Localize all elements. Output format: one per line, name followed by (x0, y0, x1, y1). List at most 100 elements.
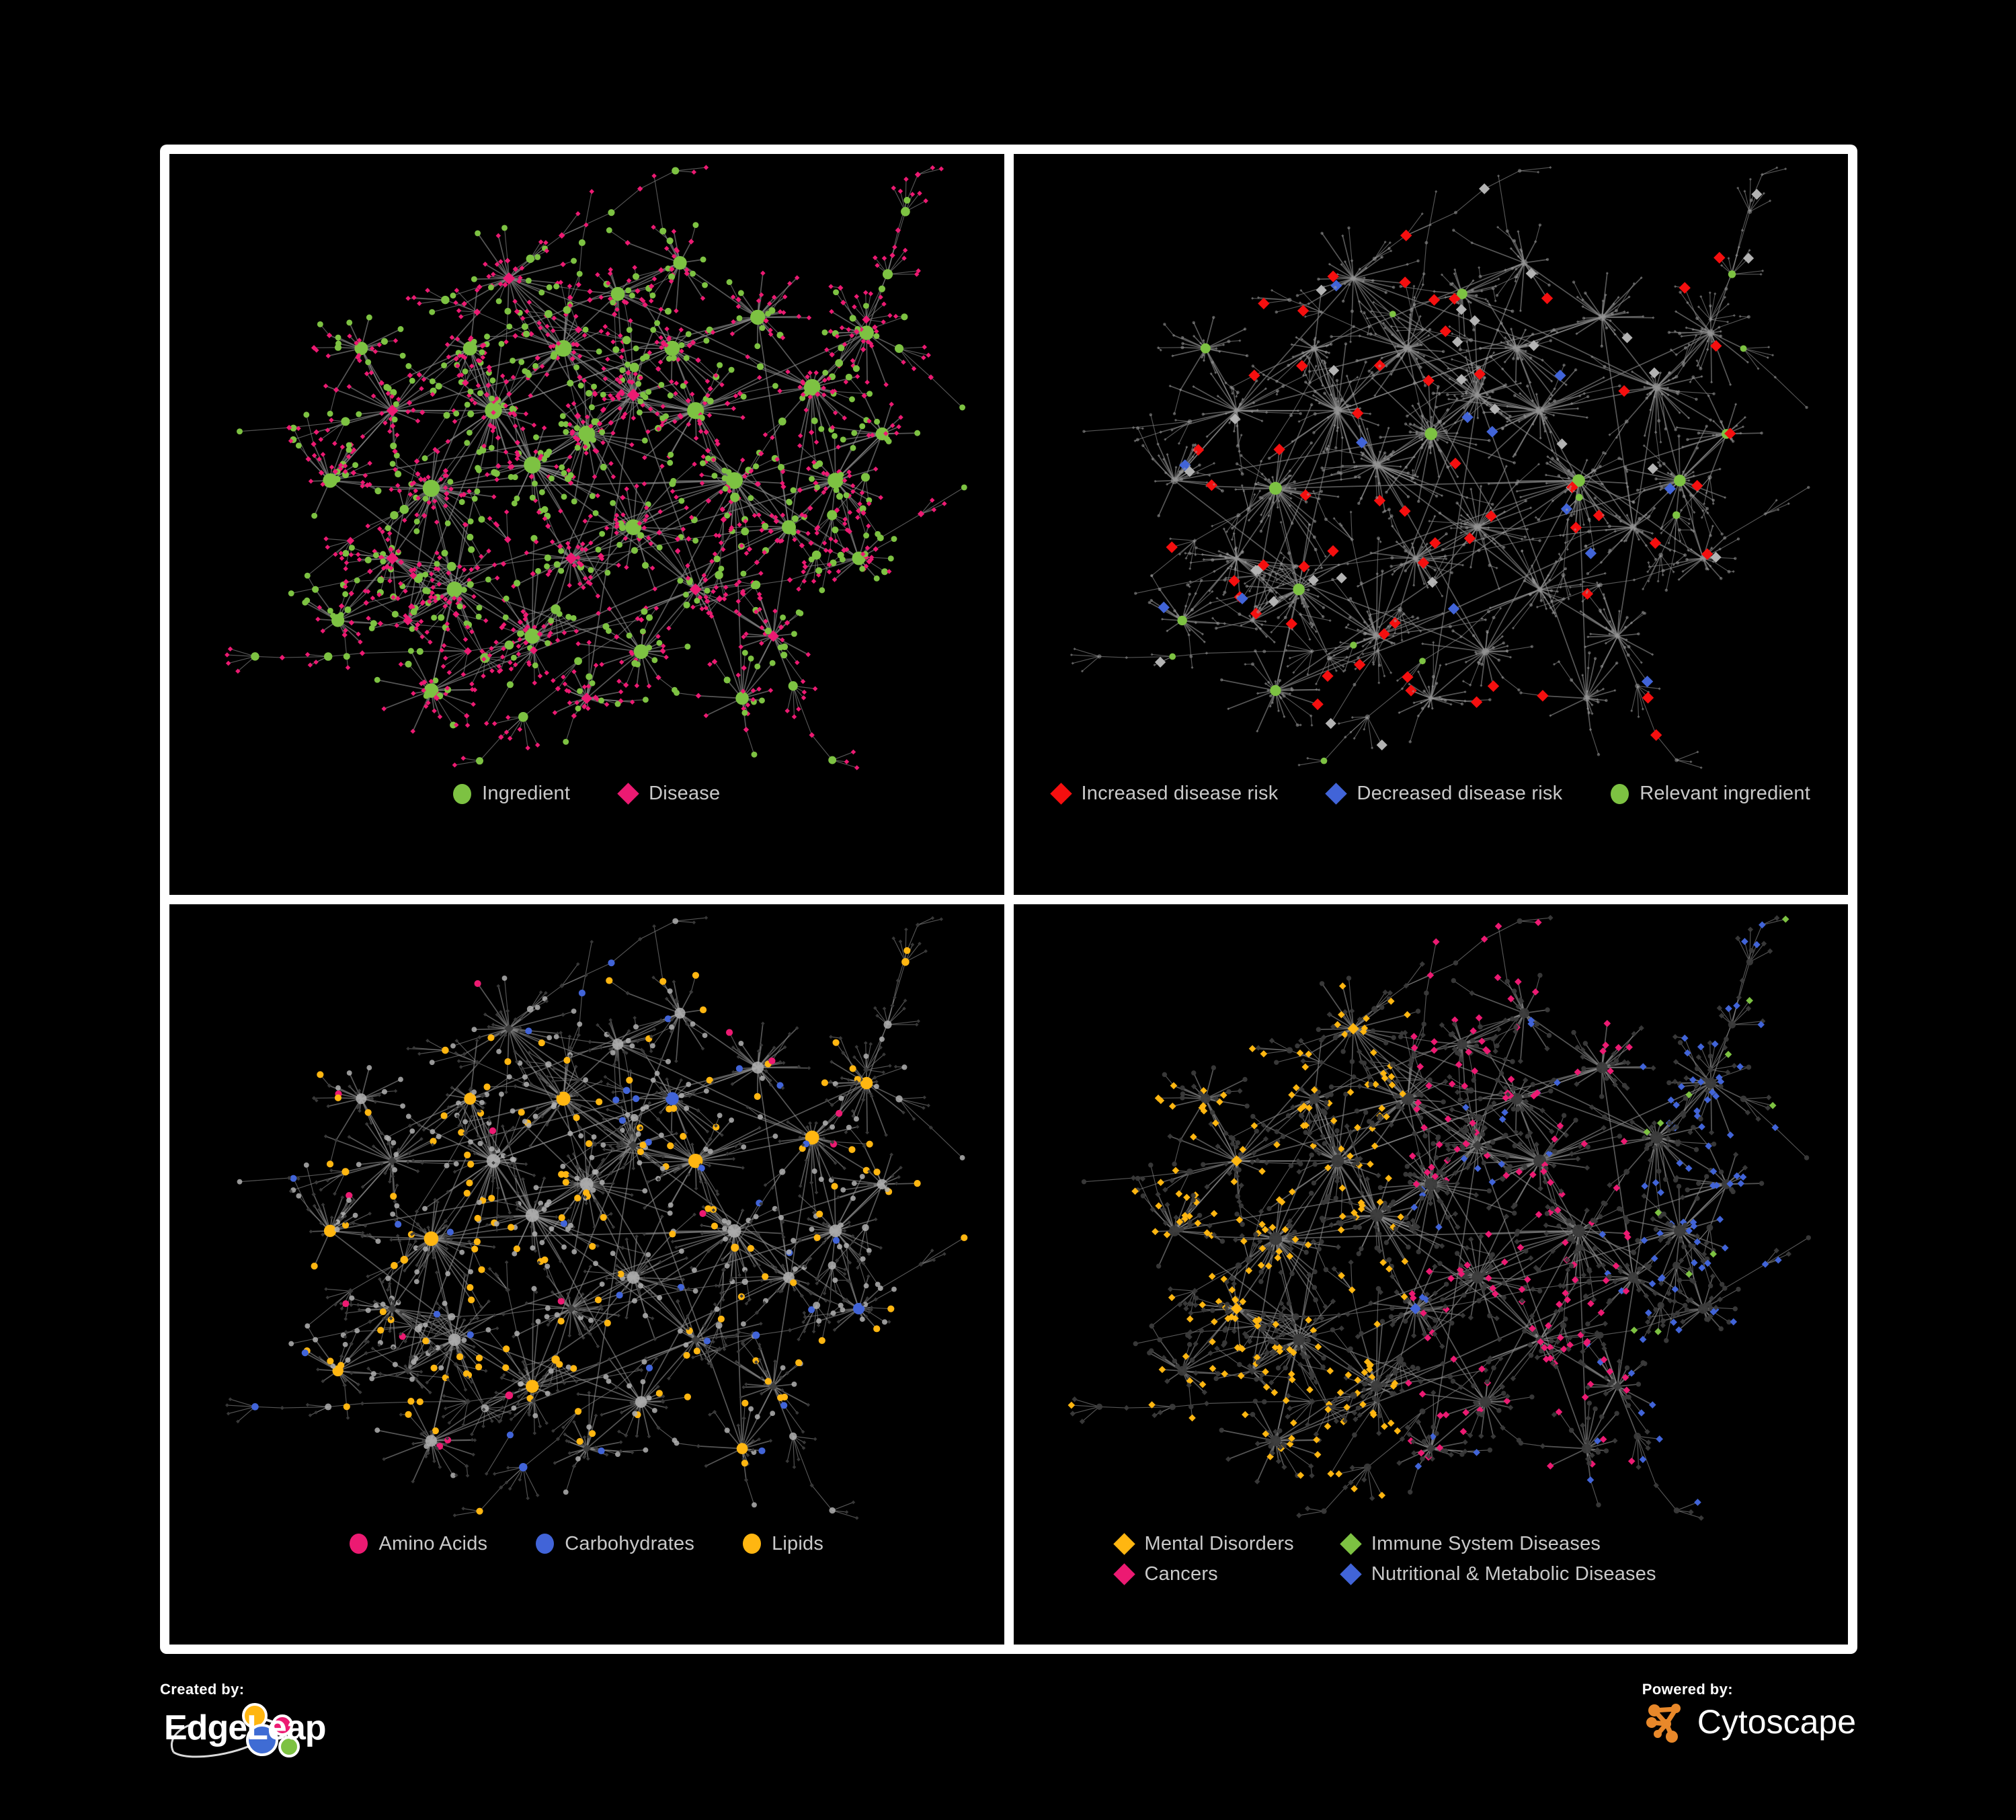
disease-node[interactable] (424, 1454, 428, 1458)
disease-node[interactable] (1691, 529, 1694, 532)
disease-node[interactable] (855, 1124, 860, 1129)
ingredient-node[interactable] (1135, 426, 1139, 430)
disease-node[interactable] (850, 1109, 855, 1113)
ingredient-node[interactable] (1185, 583, 1189, 587)
ingredient-node[interactable] (1476, 364, 1481, 370)
disease-node[interactable] (573, 1185, 578, 1190)
ingredient-node[interactable] (633, 644, 649, 660)
ingredient-node[interactable] (1256, 610, 1260, 614)
ingredient-node[interactable] (645, 389, 652, 395)
disease-node[interactable] (1201, 553, 1204, 556)
disease-node[interactable] (1720, 264, 1723, 267)
ingredient-node[interactable] (538, 289, 545, 296)
disease-node[interactable] (1279, 551, 1283, 555)
ingredient-node[interactable] (859, 1316, 865, 1322)
disease-node[interactable] (617, 379, 623, 385)
ingredient-node[interactable] (453, 410, 460, 417)
ingredient-node[interactable] (1420, 446, 1423, 450)
ingredient-node[interactable] (586, 1423, 592, 1430)
ingredient-node[interactable] (1707, 475, 1712, 480)
disease-node[interactable] (1550, 448, 1554, 452)
disease-node[interactable] (624, 1236, 629, 1241)
ingredient-node[interactable] (405, 660, 412, 668)
disease-node[interactable] (473, 308, 481, 316)
ingredient-node[interactable] (859, 1173, 865, 1179)
disease-node[interactable] (1506, 343, 1509, 346)
disease-node[interactable] (325, 353, 331, 359)
ingredient-node[interactable] (530, 1244, 536, 1251)
disease-node[interactable] (620, 494, 626, 501)
ingredient-node[interactable] (619, 367, 626, 373)
ingredient-node[interactable] (780, 643, 789, 651)
disease-node[interactable] (704, 1345, 709, 1349)
disease-node[interactable] (1485, 403, 1488, 407)
disease-node[interactable] (567, 1333, 572, 1337)
ingredient-node[interactable] (518, 711, 528, 722)
disease-node[interactable] (394, 432, 400, 438)
ingredient-node[interactable] (1322, 606, 1325, 610)
disease-node[interactable] (655, 674, 661, 680)
disease-node[interactable] (1706, 567, 1709, 571)
ingredient-node[interactable] (1677, 331, 1681, 335)
disease-node[interactable] (741, 1439, 745, 1443)
disease-node[interactable] (792, 1464, 797, 1469)
ingredient-node[interactable] (700, 256, 707, 263)
disease-node[interactable] (1226, 567, 1229, 570)
disease-node[interactable] (529, 1082, 534, 1086)
disease-node[interactable] (323, 536, 329, 542)
disease-node[interactable] (1604, 641, 1607, 645)
disease-node[interactable] (1439, 325, 1451, 338)
ingredient-node[interactable] (673, 255, 687, 270)
disease-node[interactable] (1460, 395, 1463, 398)
disease-node[interactable] (655, 633, 661, 639)
disease-node[interactable] (1564, 383, 1568, 387)
disease-node[interactable] (1221, 593, 1225, 596)
ingredient-node[interactable] (1471, 328, 1476, 331)
ingredient-node[interactable] (390, 389, 397, 396)
disease-node[interactable] (815, 1281, 819, 1285)
disease-node[interactable] (787, 1327, 793, 1333)
disease-node[interactable] (891, 936, 896, 940)
ingredient-node[interactable] (678, 342, 685, 348)
disease-node[interactable] (1393, 345, 1396, 348)
disease-node[interactable] (1521, 358, 1524, 361)
disease-node[interactable] (1373, 394, 1376, 397)
ingredient-node[interactable] (393, 401, 399, 407)
disease-node[interactable] (1541, 420, 1545, 423)
ingredient-node[interactable] (485, 576, 491, 583)
disease-node[interactable] (834, 507, 840, 514)
ingredient-node[interactable] (435, 383, 442, 390)
disease-node[interactable] (1326, 344, 1330, 347)
disease-node[interactable] (490, 272, 496, 277)
disease-node[interactable] (1307, 568, 1310, 571)
disease-node[interactable] (1223, 381, 1227, 385)
disease-node[interactable] (451, 596, 457, 601)
disease-node[interactable] (1767, 346, 1770, 349)
disease-node[interactable] (674, 381, 679, 386)
ingredient-node[interactable] (1365, 714, 1370, 719)
disease-node[interactable] (1492, 351, 1495, 354)
disease-node[interactable] (567, 1451, 572, 1455)
ingredient-node[interactable] (725, 1029, 733, 1036)
disease-node[interactable] (624, 239, 631, 246)
disease-node[interactable] (1658, 440, 1662, 444)
disease-node[interactable] (471, 1452, 475, 1456)
ingredient-node[interactable] (532, 1113, 538, 1119)
disease-node[interactable] (719, 1291, 723, 1295)
disease-node[interactable] (1388, 617, 1401, 629)
disease-node[interactable] (311, 1191, 316, 1197)
disease-node[interactable] (561, 1425, 565, 1429)
disease-node[interactable] (1695, 490, 1699, 493)
ingredient-node[interactable] (450, 721, 457, 729)
ingredient-node[interactable] (1215, 621, 1219, 625)
ingredient-node[interactable] (1324, 517, 1328, 521)
ingredient-node[interactable] (683, 1351, 690, 1359)
ingredient-node[interactable] (1408, 422, 1412, 426)
disease-node[interactable] (456, 1058, 461, 1063)
disease-node[interactable] (714, 1283, 718, 1288)
disease-node[interactable] (366, 1274, 370, 1278)
ingredient-node[interactable] (495, 298, 502, 305)
ingredient-node[interactable] (741, 1459, 748, 1466)
ingredient-node[interactable] (342, 1341, 348, 1347)
disease-node[interactable] (465, 723, 471, 728)
